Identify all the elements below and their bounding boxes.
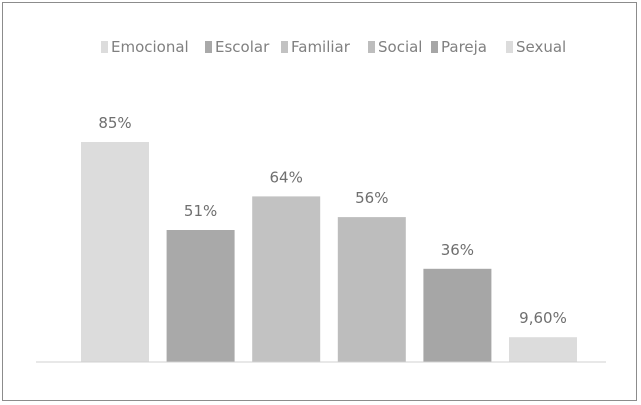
legend-swatch-sexual — [506, 41, 513, 53]
data-labels-group: 85% 51% 64% 56% 36% 9,60% — [98, 114, 567, 327]
bar-escolar — [166, 230, 235, 362]
legend-label-pareja: Pareja — [441, 38, 487, 56]
chart-frame: Emocional Escolar Familiar Social Pareja Sexu… — [2, 2, 637, 401]
legend: Emocional Escolar Familiar Social Pareja Sexu… — [101, 38, 566, 56]
bar-pareja — [423, 268, 492, 362]
legend-swatch-escolar — [205, 41, 212, 53]
data-label-emocional: 85% — [98, 114, 131, 132]
data-label-escolar: 51% — [184, 202, 217, 220]
legend-swatch-familiar — [281, 41, 288, 53]
bar-sexual — [509, 337, 577, 362]
data-label-familiar: 64% — [270, 168, 303, 186]
bars-group — [81, 142, 577, 362]
bar-emocional — [81, 142, 149, 362]
legend-label-social: Social — [378, 38, 422, 56]
data-label-sexual: 9,60% — [519, 309, 567, 327]
legend-swatch-pareja — [431, 41, 438, 53]
legend-label-familiar: Familiar — [291, 38, 351, 56]
data-label-social: 56% — [355, 189, 388, 207]
data-label-pareja: 36% — [441, 241, 474, 259]
bar-chart: Emocional Escolar Familiar Social Pareja Sexu… — [36, 38, 606, 363]
bar-social — [337, 217, 406, 362]
legend-label-sexual: Sexual — [516, 38, 566, 56]
legend-label-escolar: Escolar — [215, 38, 270, 56]
bar-familiar — [252, 196, 321, 362]
legend-label-emocional: Emocional — [111, 38, 189, 56]
legend-swatch-emocional — [101, 41, 108, 53]
legend-swatch-social — [368, 41, 375, 53]
